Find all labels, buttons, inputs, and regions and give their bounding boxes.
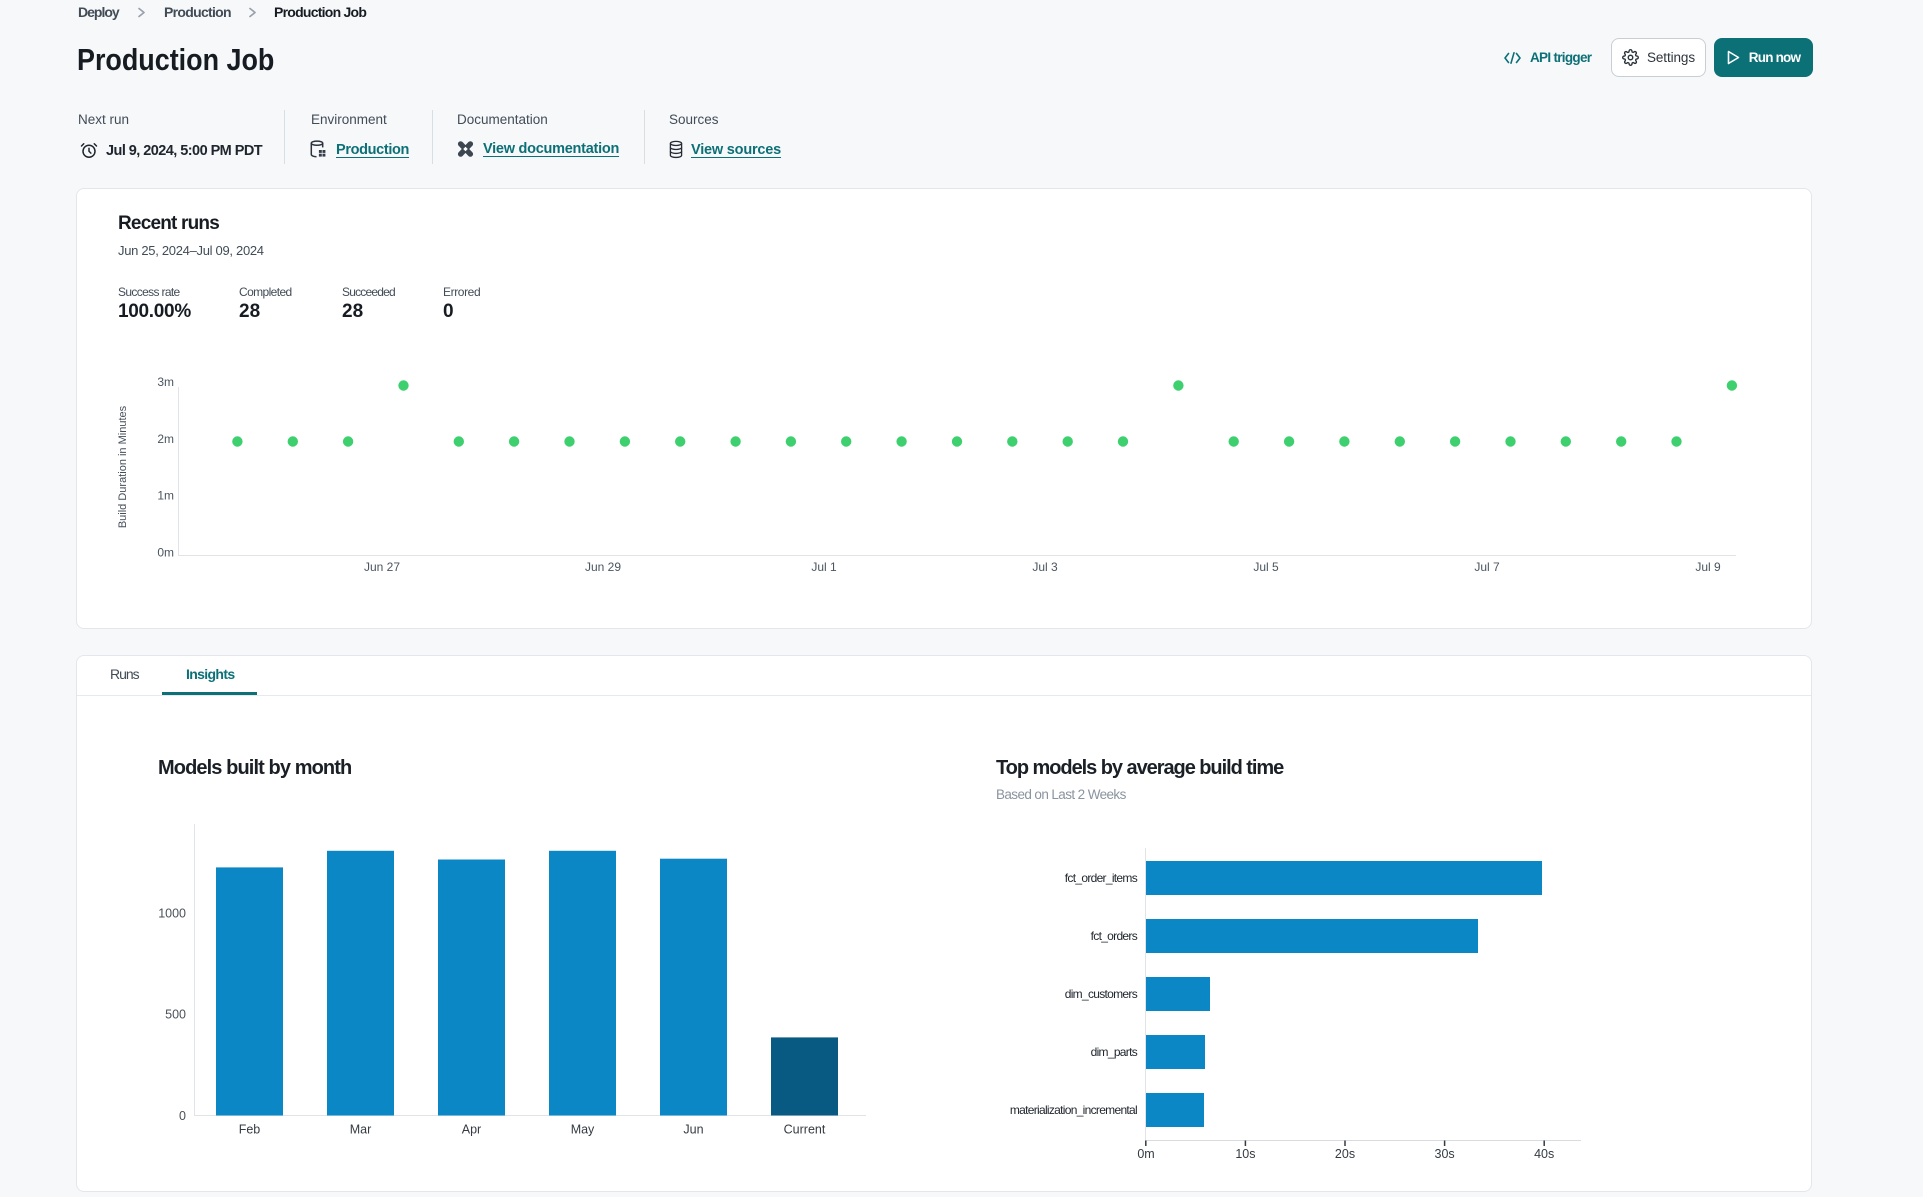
svg-text:May: May [571, 1123, 595, 1137]
svg-text:fct_orders: fct_orders [1091, 929, 1138, 943]
svg-text:Jul 5: Jul 5 [1253, 560, 1279, 574]
svg-text:Jul 7: Jul 7 [1474, 560, 1500, 574]
svg-text:30s: 30s [1435, 1147, 1455, 1161]
svg-text:Build Duration in Minutes: Build Duration in Minutes [117, 405, 129, 528]
svg-text:Jul 1: Jul 1 [811, 560, 837, 574]
svg-text:2m: 2m [157, 432, 174, 446]
svg-text:Jul 3: Jul 3 [1032, 560, 1058, 574]
svg-text:fct_order_items: fct_order_items [1065, 871, 1138, 885]
svg-text:0m: 0m [1137, 1147, 1154, 1161]
svg-text:Jun 27: Jun 27 [364, 560, 400, 574]
svg-text:500: 500 [165, 1008, 186, 1022]
svg-text:materialization_incremental: materialization_incremental [1010, 1103, 1137, 1117]
svg-text:Current: Current [784, 1123, 826, 1137]
svg-text:Jun 29: Jun 29 [585, 560, 621, 574]
svg-text:0m: 0m [157, 546, 174, 560]
svg-text:0: 0 [179, 1109, 186, 1123]
svg-text:Mar: Mar [350, 1123, 372, 1137]
svg-text:20s: 20s [1335, 1147, 1355, 1161]
svg-text:1m: 1m [157, 489, 174, 503]
svg-text:40s: 40s [1534, 1147, 1554, 1161]
svg-text:Jun: Jun [683, 1123, 703, 1137]
svg-text:3m: 3m [157, 375, 174, 389]
svg-text:dim_parts: dim_parts [1091, 1045, 1138, 1059]
svg-text:Apr: Apr [462, 1123, 481, 1137]
svg-text:dim_customers: dim_customers [1065, 987, 1138, 1001]
svg-text:Jul 9: Jul 9 [1695, 560, 1721, 574]
svg-text:Feb: Feb [239, 1123, 261, 1137]
svg-text:10s: 10s [1235, 1147, 1255, 1161]
svg-text:1000: 1000 [158, 907, 186, 921]
